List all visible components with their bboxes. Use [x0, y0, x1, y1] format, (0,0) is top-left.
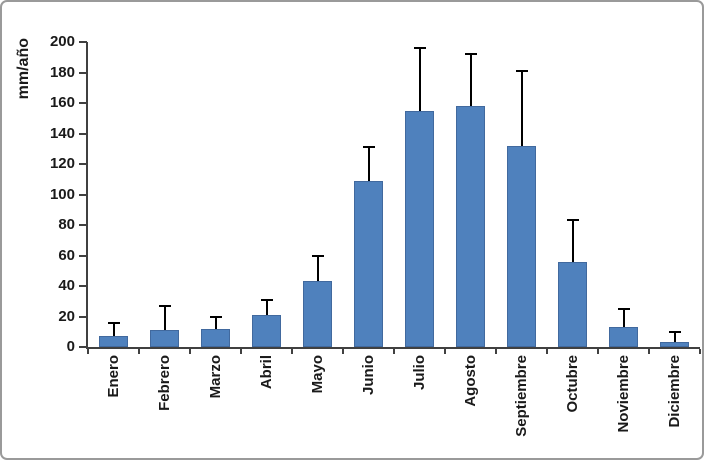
y-tick-label: 160 [49, 94, 75, 111]
x-axis-label: Marzo [206, 355, 224, 399]
y-tick-label: 0 [66, 338, 75, 355]
error-bar-cap [158, 304, 171, 307]
error-bar [163, 305, 166, 331]
x-tick-mark [546, 349, 548, 354]
bar [150, 330, 179, 347]
error-bar [520, 71, 523, 146]
x-axis-label: Abril [257, 355, 275, 390]
error-bar [316, 255, 319, 282]
y-tick-mark [79, 102, 87, 104]
y-tick-mark [79, 71, 87, 74]
error-bar [418, 48, 421, 111]
error-bar-cap [260, 298, 273, 301]
error-bar [571, 220, 574, 262]
error-bar [214, 316, 217, 329]
y-tick-label: 100 [49, 185, 75, 203]
bar [405, 110, 434, 347]
x-tick-mark [189, 349, 191, 354]
y-tick-mark [79, 132, 87, 135]
y-tick-label: 40 [58, 277, 75, 294]
y-tick-mark [79, 254, 87, 257]
x-axis-label: Noviembre [614, 355, 632, 433]
y-tick-label: 120 [49, 155, 75, 172]
error-bar [673, 331, 676, 343]
bar [201, 328, 230, 347]
error-bar [367, 147, 370, 181]
error-bar [469, 54, 472, 106]
x-tick-mark [393, 349, 395, 354]
error-bar [265, 299, 268, 315]
bar [660, 342, 689, 347]
error-bar-cap [362, 146, 375, 149]
bar [252, 315, 281, 347]
x-tick-mark [87, 349, 89, 354]
y-tick-mark [79, 193, 87, 196]
error-bar-cap [464, 53, 477, 56]
x-axis-label: Febrero [155, 355, 173, 411]
x-axis-label: Enero [104, 355, 122, 398]
y-tick-label: 20 [58, 307, 75, 325]
x-axis-label: Mayo [308, 355, 326, 394]
error-bar-cap [617, 307, 630, 310]
x-tick-mark [342, 349, 344, 354]
error-bar [622, 308, 625, 328]
x-tick-mark [597, 349, 599, 354]
x-tick-mark [444, 349, 446, 354]
error-bar-cap [209, 315, 222, 318]
x-tick-mark [648, 349, 650, 354]
x-tick-mark [138, 349, 140, 354]
x-axis-label: Agosto [461, 355, 479, 407]
x-axis-label: Julio [410, 355, 428, 391]
bar [456, 106, 485, 347]
error-bar-cap [413, 47, 426, 50]
y-tick-mark [79, 315, 87, 318]
bar [558, 261, 587, 347]
x-axis-label: Junio [359, 355, 377, 395]
error-bar-cap [515, 70, 528, 72]
error-bar-cap [311, 254, 324, 257]
y-tick-label: 140 [49, 124, 75, 142]
error-bar-cap [566, 219, 579, 222]
bar [99, 336, 128, 347]
x-axis-label: Septiembre [512, 355, 530, 437]
x-tick-mark [240, 349, 242, 354]
y-tick-mark [79, 285, 87, 287]
error-bar [112, 322, 115, 337]
y-tick-label: 180 [49, 63, 75, 81]
x-tick-mark [699, 349, 701, 354]
x-axis-label: Diciembre [665, 355, 683, 428]
bar [303, 281, 332, 347]
y-tick-label: 200 [49, 33, 75, 50]
plot-area [86, 42, 700, 349]
x-axis-label: Octubre [563, 355, 581, 413]
y-tick-mark [79, 224, 87, 226]
y-tick-mark [79, 346, 87, 348]
bar [354, 180, 383, 347]
error-bar-cap [668, 330, 681, 333]
y-tick-mark [79, 41, 87, 43]
y-tick-mark [79, 163, 87, 165]
y-tick-label: 60 [58, 246, 75, 264]
error-bar-cap [107, 321, 120, 324]
x-tick-mark [291, 349, 293, 354]
x-tick-mark [495, 349, 497, 354]
bar [609, 327, 638, 347]
y-tick-label: 80 [58, 216, 75, 233]
bar [507, 145, 536, 347]
